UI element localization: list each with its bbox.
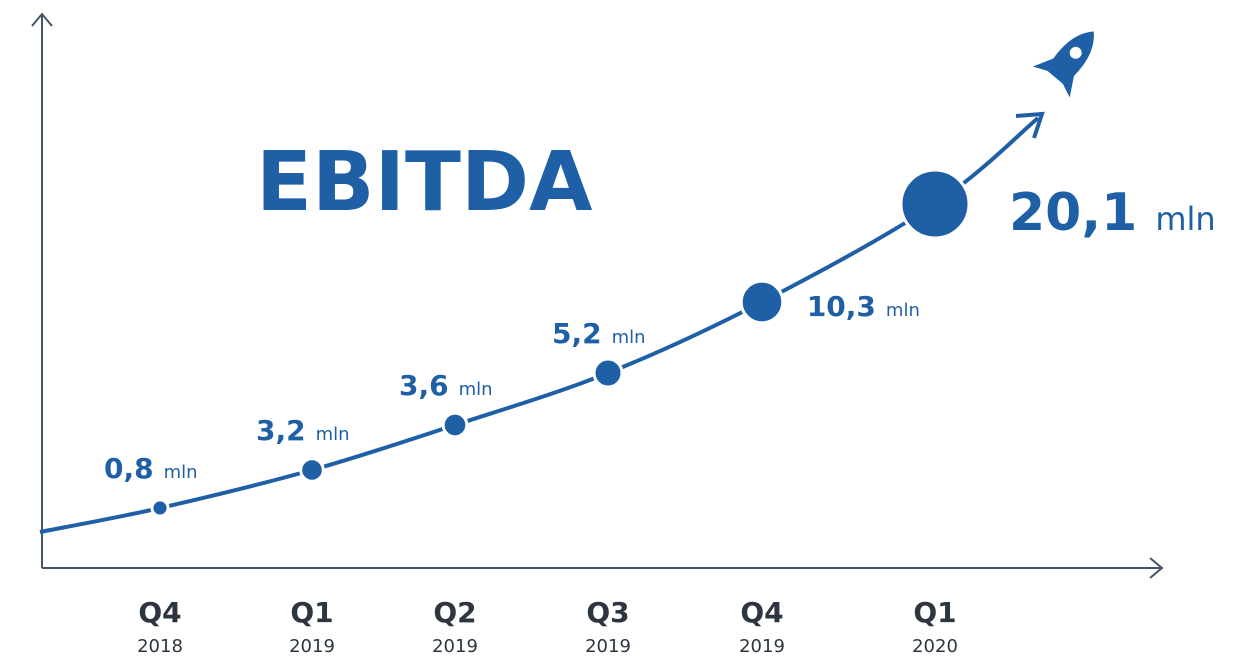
x-axis-arrow — [1149, 557, 1164, 579]
x-tick-label: Q4 — [138, 596, 181, 629]
chart-title: EBITDA — [256, 135, 593, 230]
x-tick-year: 2019 — [289, 636, 335, 657]
x-tick-year: 2019 — [585, 636, 631, 657]
x-tick-label: Q1 — [290, 596, 333, 629]
value-unit: mln — [459, 379, 493, 400]
data-point — [150, 498, 170, 518]
data-point — [299, 457, 325, 483]
value-unit: mln — [164, 462, 198, 483]
y-axis-arrow — [31, 12, 53, 27]
value-label: 0,8 — [104, 452, 154, 485]
data-point — [441, 411, 469, 439]
value-unit: mln — [1155, 200, 1215, 238]
x-tick-year: 2019 — [432, 636, 478, 657]
value-unit: mln — [316, 424, 350, 445]
data-point — [592, 357, 624, 389]
rocket — [1032, 31, 1094, 98]
x-tick-label: Q4 — [740, 596, 783, 629]
x-tick-label: Q2 — [433, 596, 476, 629]
rocket-body — [1045, 31, 1094, 86]
value-label: 3,2 — [256, 414, 306, 447]
data-point — [899, 168, 971, 240]
rocket-fins — [1032, 57, 1075, 98]
value-label: 5,2 — [552, 317, 602, 350]
value-label: 20,1 — [1009, 183, 1137, 243]
rocket-window — [1069, 46, 1082, 59]
x-tick-year: 2018 — [137, 636, 183, 657]
value-unit: mln — [886, 300, 920, 321]
curve-arrow — [1015, 111, 1045, 139]
x-tick-label: Q1 — [913, 596, 956, 629]
x-tick-label: Q3 — [586, 596, 629, 629]
value-unit: mln — [612, 327, 646, 348]
value-label: 10,3 — [807, 290, 876, 323]
x-tick-year: 2019 — [739, 636, 785, 657]
data-point — [739, 279, 785, 325]
value-label: 3,6 — [399, 369, 449, 402]
axes — [31, 12, 1164, 579]
x-tick-year: 2020 — [912, 636, 958, 657]
